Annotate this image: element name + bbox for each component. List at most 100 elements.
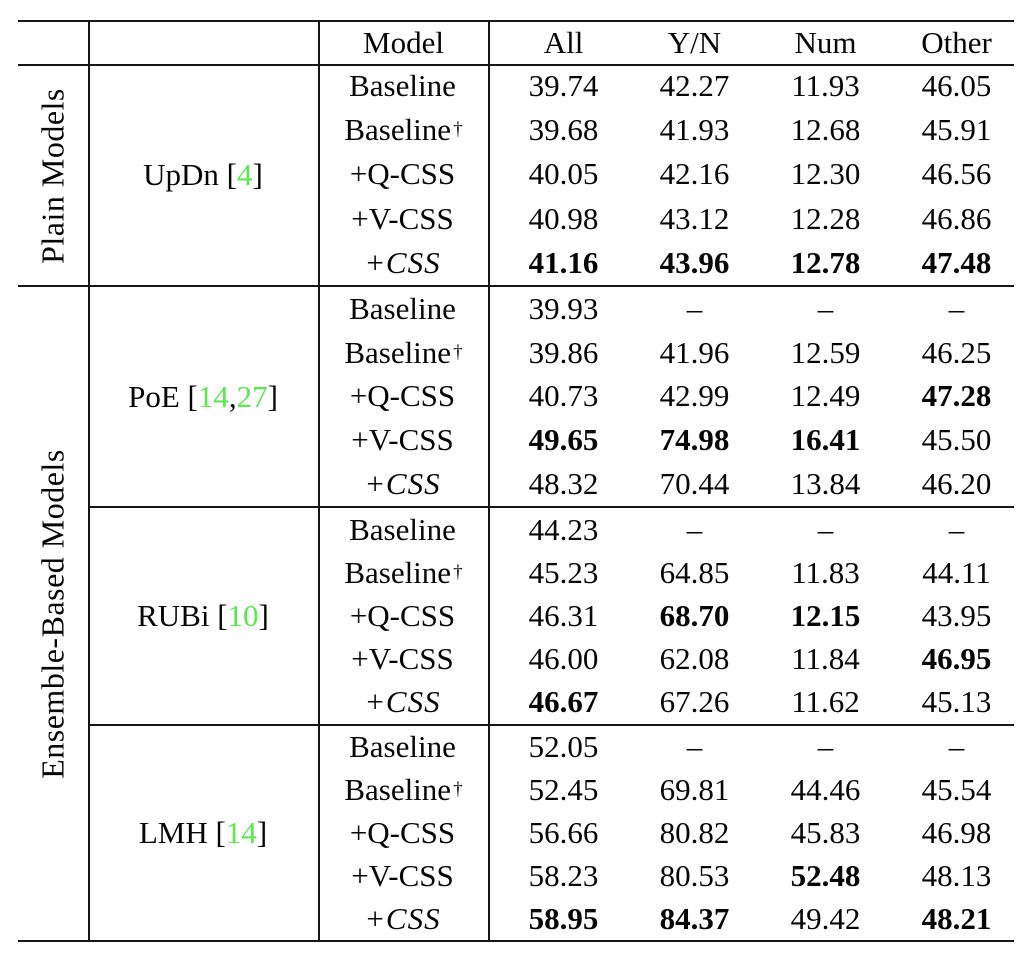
model-name: +Q-CSS [349,156,456,192]
table-row: +Q-CSS 56.66 80.82 45.83 46.98 [318,812,1013,855]
value-other: 46.20 [921,466,992,502]
table-row: +Q-CSS 46.31 68.70 12.15 43.95 [318,594,1013,637]
model-name: +V-CSS [351,857,454,893]
model-cell: Baseline † [344,554,463,590]
value-yn: – [686,729,703,765]
table-row: +Q-CSS 40.73 42.99 12.49 47.28 [318,375,1013,419]
header-all: All [543,25,584,60]
model-cell: Baseline † [344,334,463,370]
value-yn: 41.93 [659,112,730,148]
table-row: + CSS 46.67 67.26 11.62 45.13 [318,681,1013,724]
value-all: 40.05 [528,156,599,192]
model-name: + [366,684,384,720]
model-cell: + CSS [318,462,489,506]
model-name: +V-CSS [351,200,454,236]
model-name: Baseline [349,290,456,326]
model-name: Baseline [349,729,456,765]
value-all: 39.93 [528,290,599,326]
rule-top [18,20,1014,23]
group-label-text: ] [267,378,278,414]
model-name: Baseline [344,554,452,590]
rule-poe-rubi [88,506,1014,509]
value-all: 40.98 [528,200,599,236]
citation-link[interactable]: 27 [236,378,268,414]
group-label-rubi: RUBi [10] [88,508,318,724]
value-other: 46.86 [921,200,992,236]
header-model: Model [363,25,444,60]
value-other: 45.91 [921,112,992,148]
rule-vertical-modelcol [488,21,490,941]
value-all: 40.73 [528,378,599,414]
model-cell: Baseline † [344,772,463,808]
side-label-plain-models: Plain Models [34,88,71,264]
value-all: 58.95 [528,900,599,936]
table-header-row: Model All Y/N Num Other [88,22,1013,64]
rule-vertical-sidecol [88,21,90,941]
value-other: 46.05 [921,68,992,104]
group-label-poe: PoE [14, 27] [88,287,318,506]
value-yn: 80.82 [659,814,730,850]
group-label-text: ] [258,598,269,633]
group-label-lmh: LMH [14] [88,726,318,940]
value-num: 12.68 [790,112,861,148]
value-num: 12.78 [790,244,861,280]
citation-link[interactable]: 10 [227,598,259,633]
citation-link[interactable]: 14 [197,378,229,414]
value-other: 43.95 [921,597,992,633]
value-yn: – [686,290,703,326]
value-yn: 62.08 [659,641,730,677]
model-cell: Baseline [318,726,489,769]
table-row: +V-CSS 49.65 74.98 16.41 45.50 [318,418,1013,462]
model-cell: + CSS [318,681,489,724]
value-other: 46.95 [921,641,992,677]
model-name: +Q-CSS [349,814,456,850]
value-all: 39.74 [528,68,599,104]
value-all: 48.32 [528,466,599,502]
value-num: 12.59 [790,334,861,370]
model-cell: +V-CSS [318,418,489,462]
model-cell: Baseline † [344,112,463,148]
model-cell: + CSS [318,897,489,940]
model-name: +Q-CSS [349,378,456,414]
group-label-text: LMH [ [138,815,226,850]
value-all: 45.23 [528,554,599,590]
value-other: 46.98 [921,814,992,850]
value-yn: 42.27 [659,68,730,104]
model-cell: Baseline [318,287,489,331]
value-all: 39.86 [528,334,599,370]
value-num: 16.41 [790,422,861,458]
model-cell: +V-CSS [318,197,489,241]
group-label-text: ] [256,815,268,850]
table-row: Baseline † 45.23 64.85 11.83 44.11 [318,551,1013,594]
table-row: +Q-CSS 40.05 42.16 12.30 46.56 [318,152,1013,196]
model-cell: + CSS [318,241,489,285]
value-all: 58.23 [528,857,599,893]
rule-header-bottom [18,64,1014,67]
value-all: 46.31 [528,597,599,633]
value-yn: 70.44 [659,466,730,502]
header-other: Other [921,25,992,60]
group-rubi: RUBi [10] Baseline 44.23 – – – Baseline †… [88,508,1013,724]
value-yn: 42.16 [659,156,730,192]
table-row: Baseline 52.05 – – – [318,726,1013,769]
value-all: 39.68 [528,112,599,148]
citation-link[interactable]: 14 [225,815,257,850]
model-cell: +Q-CSS [318,375,489,419]
citation-link[interactable]: 4 [237,156,253,192]
value-num: 44.46 [790,772,861,808]
value-num: – [817,290,834,326]
value-yn: 68.70 [659,597,730,633]
group-label-text: RUBi [ [137,598,228,633]
table-row: + CSS 41.16 43.96 12.78 47.48 [318,241,1013,285]
model-script: CSS [385,466,441,502]
group-updn: UpDn [4] Baseline 39.74 42.27 11.93 46.0… [88,64,1013,285]
table-row: Baseline † 39.68 41.93 12.68 45.91 [318,108,1013,152]
group-label-updn: UpDn [4] [88,64,318,285]
value-other: 46.56 [921,156,992,192]
group-poe: PoE [14, 27] Baseline 39.93 – – – Baseli… [88,287,1013,506]
model-script: CSS [385,244,441,280]
table-row: + CSS 48.32 70.44 13.84 46.20 [318,462,1013,506]
header-num: Num [794,25,857,60]
value-other: 47.48 [921,244,992,280]
